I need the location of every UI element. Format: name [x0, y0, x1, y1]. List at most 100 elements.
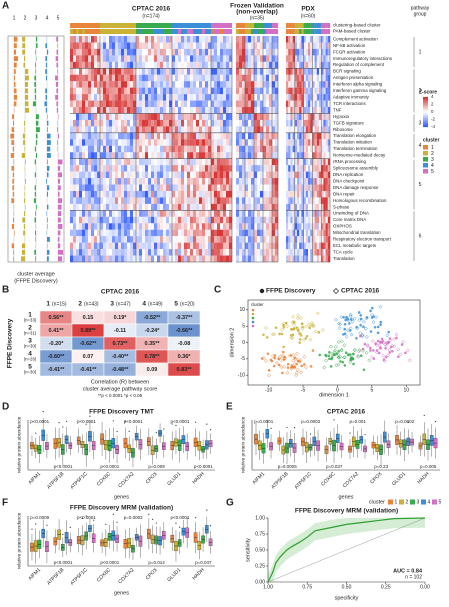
heat-cell: [290, 61, 293, 69]
heat-cell: [163, 139, 167, 146]
heat-cell: [166, 171, 170, 179]
gene-label: GLUD1: [391, 471, 407, 487]
heat-cell: [260, 119, 264, 127]
outlier: [85, 423, 87, 425]
heat-cell: [226, 113, 230, 121]
heat-cell: [145, 74, 149, 82]
heat-cell: [139, 113, 143, 121]
heat-cell: [97, 190, 101, 198]
heat-cell: [248, 190, 252, 198]
pam-bar: [272, 29, 276, 34]
heat-cell: [323, 94, 326, 101]
heat-cell: [310, 223, 313, 230]
heat-cell: [229, 68, 233, 75]
heat-cell: [208, 249, 212, 256]
outlier: [62, 426, 64, 428]
heat-cell: [70, 236, 74, 243]
heat-cell: [316, 100, 320, 108]
cluster-key: [251, 324, 255, 328]
heat-cell: [305, 223, 309, 230]
heat-cell: [294, 132, 298, 140]
heat-cell: [254, 119, 258, 127]
heat-cell: [327, 190, 331, 198]
heat-cell: [263, 48, 267, 56]
heat-cell: [178, 203, 182, 211]
heat-cell: [323, 132, 326, 140]
heat-cell: [205, 184, 209, 192]
heat-cell: [269, 48, 273, 56]
heat-cell: [97, 203, 101, 211]
embedding-point: [303, 365, 308, 370]
heat-cell: [82, 236, 86, 243]
heat-cell: [211, 223, 215, 230]
heat-cell: [187, 242, 191, 250]
heat-cell: [257, 223, 261, 230]
heat-cell: [142, 229, 146, 237]
heat-cell: [217, 223, 221, 230]
heat-cell: [275, 55, 279, 62]
heat-cell: [88, 190, 92, 198]
embedding-point: [356, 349, 361, 354]
heat-cell: [257, 190, 261, 198]
heat-cell: [142, 236, 146, 243]
heat-cell: [94, 119, 98, 127]
heat-cell: [308, 81, 311, 88]
heat-cell: [323, 190, 326, 198]
heat-cell: [327, 197, 331, 204]
heat-cell: [316, 236, 320, 243]
heat-cell: [217, 94, 221, 101]
heat-cell: [312, 126, 315, 133]
heat-cell: [290, 249, 293, 256]
heat-cell: [124, 126, 128, 133]
pathway-label: NF-kB activation: [333, 43, 366, 48]
heat-cell: [127, 36, 131, 43]
heat-cell: [290, 36, 293, 43]
heat-cell: [82, 61, 86, 69]
heat-cell: [325, 68, 328, 75]
heat-cell: [202, 36, 206, 43]
heat-cell: [263, 132, 267, 140]
heat-cell: [319, 165, 322, 172]
pam-bar: [229, 29, 233, 34]
heat-cell: [297, 242, 300, 250]
heat-cell: [190, 42, 194, 50]
heat-cell: [118, 94, 122, 101]
heat-cell: [202, 165, 206, 172]
heat-cell: [127, 178, 131, 185]
heat-cell: [190, 197, 194, 204]
heat-cell: [321, 223, 324, 230]
heat-cell: [299, 94, 302, 101]
outlier: [116, 521, 118, 523]
heat-cell: [124, 61, 128, 69]
heat-cell: [220, 145, 224, 153]
heat-cell: [163, 152, 167, 159]
heat-cell: [310, 197, 313, 204]
heat-cell: [178, 152, 182, 159]
heat-cell: [193, 178, 197, 185]
heat-cell: [109, 68, 113, 75]
heat-cell: [82, 55, 86, 62]
y-tick-label: 0.75: [255, 531, 265, 537]
heat-cell: [301, 178, 304, 185]
heat-cell: [169, 255, 173, 263]
heat-cell: [305, 107, 309, 114]
heat-cell: [130, 184, 134, 192]
heat-cell: [312, 36, 315, 43]
heat-cell: [272, 223, 276, 230]
heat-cell: [286, 94, 289, 101]
heat-cell: [260, 249, 264, 256]
heat-cell: [133, 126, 137, 133]
heat-cell: [288, 242, 291, 250]
heat-cell: [310, 74, 313, 82]
heat-cell: [187, 203, 191, 211]
heat-cell: [88, 184, 92, 192]
heat-cell: [103, 113, 107, 121]
heat-cell: [97, 171, 101, 179]
side-bar: [13, 249, 14, 255]
heat-cell: [251, 36, 255, 43]
heat-cell: [154, 113, 158, 121]
heat-cell: [139, 42, 143, 50]
heat-cell: [103, 229, 107, 237]
heat-cell: [269, 81, 273, 88]
heat-cell: [142, 165, 146, 172]
